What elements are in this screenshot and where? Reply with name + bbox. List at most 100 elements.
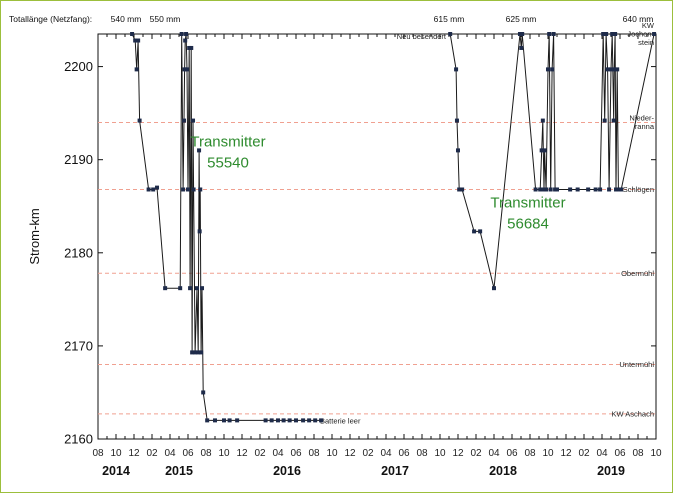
x-tick-label: 04 xyxy=(164,448,176,459)
x-tick-label: 08 xyxy=(200,448,212,459)
data-point xyxy=(540,118,545,123)
x-tick-label: 12 xyxy=(452,448,464,459)
data-point xyxy=(182,67,187,72)
data-point xyxy=(137,118,142,123)
x-tick-label: 10 xyxy=(434,448,446,459)
y-tick-label: 2190 xyxy=(64,152,93,167)
data-point xyxy=(186,187,190,192)
x-tick-label: 10 xyxy=(110,448,122,459)
x-tick-label: 02 xyxy=(146,448,158,459)
data-point xyxy=(604,32,609,36)
data-point xyxy=(605,67,610,72)
x-tick-label: 04 xyxy=(380,448,392,459)
data-point xyxy=(196,350,201,355)
data-point xyxy=(235,418,240,423)
x-tick-label: 10 xyxy=(650,448,662,459)
reference-label: Schlögen xyxy=(623,185,654,194)
data-point xyxy=(146,187,151,192)
data-point xyxy=(183,38,188,43)
x-tick-label: 12 xyxy=(128,448,140,459)
data-point xyxy=(222,418,226,423)
data-point xyxy=(478,229,483,234)
year-label: 2018 xyxy=(489,464,517,478)
data-point xyxy=(307,418,312,423)
length-label: 550 mm xyxy=(150,14,181,24)
data-point xyxy=(178,286,183,291)
year-label: 2016 xyxy=(273,464,301,478)
data-point xyxy=(201,390,206,395)
data-point xyxy=(457,187,462,192)
x-tick-label: 10 xyxy=(542,448,554,459)
data-point xyxy=(213,418,217,423)
data-point xyxy=(151,187,156,192)
data-point xyxy=(184,32,189,36)
data-point xyxy=(179,32,184,36)
data-point xyxy=(319,418,324,423)
year-label: 2019 xyxy=(597,464,625,478)
y-tick-label: 2170 xyxy=(64,338,93,353)
x-tick-label: 02 xyxy=(362,448,374,459)
y-tick-label: 2200 xyxy=(64,59,93,74)
data-point xyxy=(613,32,618,36)
length-label: 540 mm xyxy=(111,14,142,24)
data-point xyxy=(163,286,168,291)
y-tick-label: 2160 xyxy=(64,432,93,447)
data-point xyxy=(313,418,318,423)
data-point xyxy=(619,187,624,192)
x-tick-label: 06 xyxy=(398,448,410,459)
data-point xyxy=(182,118,187,123)
year-label: 2015 xyxy=(165,464,193,478)
data-point xyxy=(136,38,141,43)
data-point xyxy=(544,187,549,192)
data-point xyxy=(586,187,591,192)
data-point xyxy=(448,32,453,36)
x-tick-label: 12 xyxy=(344,448,356,459)
data-point xyxy=(301,418,306,423)
x-tick-label: 02 xyxy=(254,448,266,459)
x-tick-label: 02 xyxy=(470,448,482,459)
data-point xyxy=(517,32,522,36)
length-label: 640 mm xyxy=(623,14,654,24)
data-point xyxy=(615,67,620,72)
y-tick-label: 2180 xyxy=(64,245,93,260)
data-point xyxy=(598,187,603,192)
data-point xyxy=(547,32,552,36)
data-point xyxy=(607,187,612,192)
reference-label: Nieder-ranna xyxy=(629,114,654,132)
x-tick-label: 08 xyxy=(416,448,428,459)
data-point xyxy=(181,187,186,192)
data-point xyxy=(195,286,199,291)
data-point xyxy=(538,187,543,192)
data-point xyxy=(190,350,195,355)
data-point xyxy=(575,187,580,192)
data-point xyxy=(130,32,135,36)
y-axis-title: Strom-km xyxy=(27,208,42,264)
data-point xyxy=(472,229,477,234)
x-tick-label: 08 xyxy=(308,448,320,459)
data-point xyxy=(548,187,553,192)
data-point xyxy=(199,350,204,355)
data-point xyxy=(287,418,292,423)
x-tick-label: 06 xyxy=(290,448,302,459)
annotation: Neu besendert xyxy=(397,32,447,41)
data-point xyxy=(191,187,196,192)
x-tick-label: 06 xyxy=(182,448,194,459)
x-tick-label: 06 xyxy=(614,448,626,459)
data-point xyxy=(197,229,202,234)
data-point xyxy=(454,118,459,123)
data-point xyxy=(612,67,617,72)
data-point xyxy=(193,350,198,355)
x-tick-label: 06 xyxy=(506,448,518,459)
x-tick-label: 04 xyxy=(488,448,500,459)
data-point xyxy=(134,67,139,72)
data-point xyxy=(188,286,193,291)
series-label: Transmitter 55540 xyxy=(190,133,265,171)
data-point xyxy=(263,418,268,423)
data-point xyxy=(269,418,274,423)
data-point xyxy=(546,67,550,72)
data-point xyxy=(133,38,138,43)
data-point xyxy=(616,187,621,192)
x-tick-label: 08 xyxy=(524,448,536,459)
length-caption: Totallänge (Netzfang): xyxy=(9,14,92,24)
data-point xyxy=(189,45,194,50)
